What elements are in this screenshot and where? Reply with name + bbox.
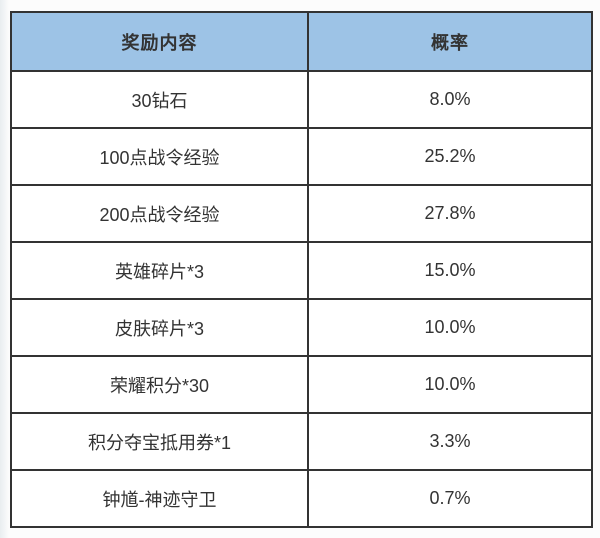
- probability-cell: 10.0%: [307, 298, 593, 357]
- table-row: 200点战令经验 27.8%: [10, 184, 593, 243]
- probability-cell: 27.8%: [307, 184, 593, 243]
- reward-probability-table: 奖励内容 概率 30钻石 8.0% 100点战令经验 25.2% 200点战令经…: [10, 11, 593, 528]
- reward-cell: 皮肤碎片*3: [10, 298, 309, 357]
- table-row: 钟馗-神迹守卫 0.7%: [10, 469, 593, 528]
- probability-cell: 0.7%: [307, 469, 593, 528]
- table-body: 30钻石 8.0% 100点战令经验 25.2% 200点战令经验 27.8% …: [10, 70, 593, 528]
- column-header-probability: 概率: [307, 11, 593, 72]
- reward-cell: 200点战令经验: [10, 184, 309, 243]
- reward-cell: 30钻石: [10, 70, 309, 129]
- table-row: 荣耀积分*30 10.0%: [10, 355, 593, 414]
- table-row: 英雄碎片*3 15.0%: [10, 241, 593, 300]
- reward-cell: 积分夺宝抵用券*1: [10, 412, 309, 471]
- table-row: 皮肤碎片*3 10.0%: [10, 298, 593, 357]
- header-row: 奖励内容 概率: [10, 11, 593, 72]
- probability-cell: 8.0%: [307, 70, 593, 129]
- probability-cell: 3.3%: [307, 412, 593, 471]
- reward-cell: 英雄碎片*3: [10, 241, 309, 300]
- reward-cell: 荣耀积分*30: [10, 355, 309, 414]
- table-row: 100点战令经验 25.2%: [10, 127, 593, 186]
- probability-cell: 15.0%: [307, 241, 593, 300]
- table-row: 30钻石 8.0%: [10, 70, 593, 129]
- column-header-reward: 奖励内容: [10, 11, 309, 72]
- table-row: 积分夺宝抵用券*1 3.3%: [10, 412, 593, 471]
- probability-cell: 25.2%: [307, 127, 593, 186]
- table-header: 奖励内容 概率: [10, 11, 593, 72]
- probability-cell: 10.0%: [307, 355, 593, 414]
- reward-cell: 100点战令经验: [10, 127, 309, 186]
- reward-cell: 钟馗-神迹守卫: [10, 469, 309, 528]
